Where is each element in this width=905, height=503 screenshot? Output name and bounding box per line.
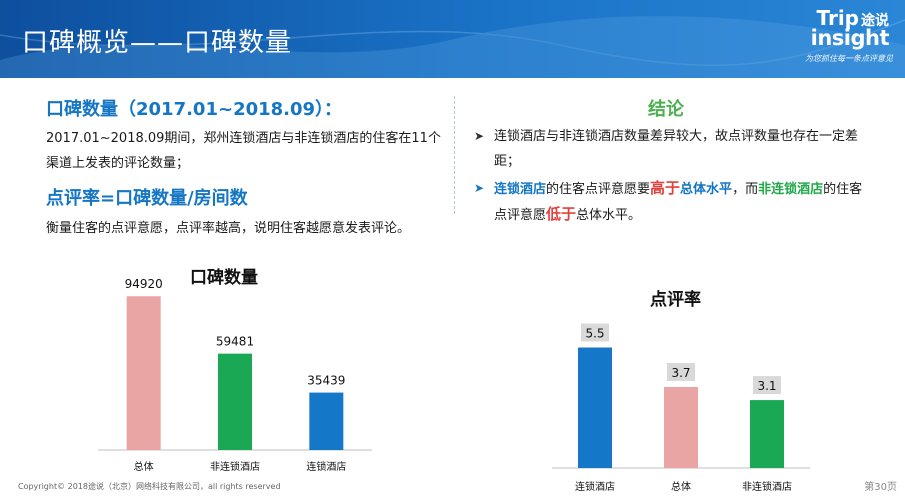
- section-title-review-count: 口碑数量（2017.01~2018.09）：: [46, 99, 343, 120]
- highlight-chain-hotel: 连锁酒店: [494, 182, 547, 197]
- conclusion-item: ➤ 连锁酒店的住客点评意愿要高于总体水平，而非连锁酒店的住客点评意愿低于总体水平…: [474, 176, 874, 228]
- category-tick-label: 总体: [671, 480, 691, 493]
- logo-tagline: 为您抓住每一条点评意见: [805, 54, 893, 63]
- copyright-text: Copyright© 2018途说（北京）网络科技有限公司，all rights…: [18, 482, 281, 491]
- arrow-bullet-icon: ➤: [474, 181, 485, 195]
- highlight-higher: 高于: [650, 179, 681, 197]
- section-text-review-rate: 衡量住客的点评意愿，点评率越高，说明住客越愿意发表评论。: [46, 221, 411, 236]
- data-label: 35439: [307, 374, 345, 388]
- conclusion-text-fragment: ，而: [732, 182, 759, 197]
- section-divider: [454, 96, 455, 214]
- chart-bar: [664, 386, 698, 468]
- data-label-box: [667, 362, 695, 381]
- conclusion-item: ➤ 连锁酒店与非连锁酒店数量差异较大，故点评数量也存在一定差距；: [474, 124, 874, 174]
- chart-title-review-rate: 点评率: [650, 290, 701, 310]
- data-label: 5.5: [585, 327, 604, 341]
- highlight-non-chain-hotel: 非连锁酒店: [758, 182, 824, 197]
- conclusion-list: ➤ 连锁酒店与非连锁酒店数量差异较大，故点评数量也存在一定差距； ➤ 连锁酒店的…: [474, 124, 874, 230]
- conclusion-text-fragment: 的住客点评意愿要: [546, 182, 651, 197]
- category-tick-label: 连锁酒店: [306, 460, 346, 473]
- conclusion-item-text: 连锁酒店与非连锁酒店数量差异较大，故点评数量也存在一定差距；: [494, 129, 859, 169]
- data-label: 3.7: [671, 366, 690, 380]
- data-label: 94920: [125, 277, 163, 291]
- header-banner: 口碑概览——口碑数量 Trip 途说 insight 为您抓住每一条点评意见: [0, 0, 905, 78]
- data-label: 3.1: [757, 379, 776, 393]
- chart-bar: [750, 400, 784, 468]
- logo-text-cn: 途说: [861, 13, 889, 29]
- header-wave-decoration: [0, 16, 905, 78]
- category-tick-label: 连锁酒店: [575, 480, 615, 493]
- conclusion-text-fragment: 的住客点评意愿: [494, 182, 863, 223]
- logo-text-trip: Trip: [816, 6, 859, 30]
- highlight-lower: 低于: [546, 205, 577, 223]
- chart-title-review-count: 口碑数量: [190, 268, 258, 288]
- chart-bar: [309, 392, 344, 450]
- conclusion-title: 结论: [648, 99, 684, 120]
- data-label-box: [581, 323, 609, 342]
- logo-text-insight: insight: [810, 26, 890, 50]
- chart-bar: [218, 353, 252, 450]
- section-text-review-count: 2017.01~2018.09期间，郑州连锁酒店与非连锁酒店的住客在11个渠道上…: [46, 131, 441, 171]
- section-title-review-rate: 点评率=口碑数量/房间数: [46, 188, 248, 209]
- chart-bar: [578, 347, 612, 468]
- data-label: 59481: [216, 335, 254, 349]
- chart-bar: [126, 296, 161, 450]
- page-number: 第30页: [864, 482, 897, 493]
- category-tick-label: 非连锁酒店: [742, 480, 792, 493]
- highlight-overall-level: 总体水平: [680, 182, 733, 197]
- conclusion-text-fragment: 总体水平。: [576, 208, 642, 223]
- arrow-bullet-icon: ➤: [474, 129, 485, 143]
- page-title: 口碑概览——口碑数量: [22, 28, 293, 58]
- category-tick-label: 总体: [134, 460, 154, 473]
- category-tick-label: 非连锁酒店: [210, 460, 260, 473]
- data-label-box: [753, 376, 781, 395]
- tripinsight-logo: Trip 途说 insight 为您抓住每一条点评意见: [797, 6, 893, 72]
